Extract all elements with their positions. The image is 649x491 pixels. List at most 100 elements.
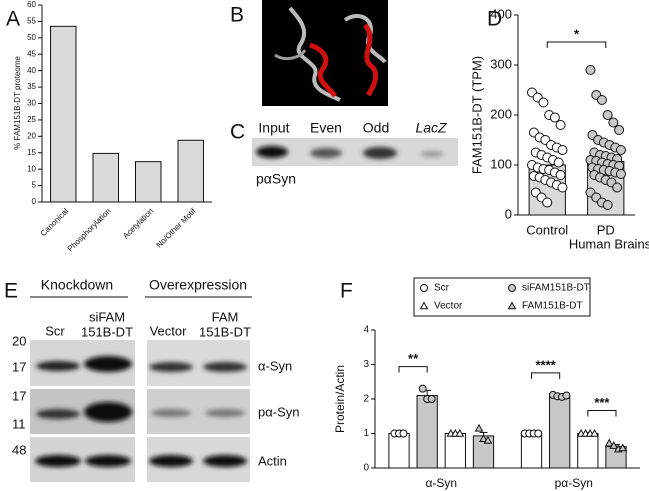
- data-point: [427, 395, 436, 403]
- data-point: [538, 97, 549, 108]
- legend-marker: [419, 301, 429, 310]
- mw-marker: 20: [12, 333, 26, 348]
- lane-label: LacZ: [415, 120, 447, 136]
- panel-label: E: [4, 280, 18, 303]
- bar: [388, 433, 410, 469]
- legend-label: Vector: [434, 301, 463, 312]
- blot-image: [252, 138, 458, 166]
- bar: [444, 433, 466, 469]
- mw-marker: 11: [12, 416, 26, 431]
- y-tick-label: 5: [32, 181, 37, 190]
- panel-label: A: [6, 8, 20, 31]
- bar: [50, 25, 77, 203]
- group-label: Overexpression: [149, 277, 247, 293]
- row-label: α-Syn: [258, 358, 292, 373]
- data-point: [609, 441, 619, 449]
- y-tick-label: 35: [27, 82, 36, 91]
- y-tick-label: 10: [27, 164, 36, 173]
- y-tick-label: 400: [490, 6, 512, 21]
- bar: [520, 433, 543, 469]
- significance-bracket: [531, 372, 561, 379]
- y-tick-label: 30: [27, 99, 36, 108]
- y-axis-label: % FAM151B-DT proteome: [13, 56, 22, 150]
- y-tick-label: 15: [27, 148, 36, 157]
- y-tick-label: 100: [490, 156, 512, 171]
- y-tick-label: 200: [490, 106, 512, 121]
- lane-label: 151B-DT: [81, 324, 133, 339]
- panel-label: D: [487, 8, 502, 31]
- y-tick-label: 0: [32, 197, 37, 206]
- significance-bracket: [587, 409, 617, 417]
- significance-label: ****: [535, 357, 556, 372]
- y-axis-label: Protein/Actin: [333, 365, 347, 433]
- significance-label: **: [408, 351, 419, 366]
- y-tick-label: 60: [27, 0, 36, 9]
- mw-marker: 17: [12, 388, 26, 403]
- x-tick-label: α-Syn: [425, 476, 457, 490]
- data-point: [418, 384, 427, 393]
- lane-label: Scr: [45, 323, 65, 338]
- mw-marker: 17: [12, 359, 26, 374]
- significance-bracket: [398, 366, 428, 373]
- data-point: [549, 112, 560, 123]
- data-point: [542, 197, 553, 208]
- data-point: [602, 110, 613, 120]
- data-point: [602, 200, 613, 210]
- y-tick-label: 20: [27, 131, 36, 140]
- data-point: [557, 145, 568, 155]
- legend-label: FAM151B-DT: [522, 301, 583, 312]
- lane-label: Input: [258, 120, 289, 136]
- data-point: [618, 443, 628, 452]
- y-tick-label: 25: [27, 115, 36, 124]
- bar: [92, 152, 119, 203]
- data-point: [615, 169, 626, 179]
- lane-label: Even: [310, 120, 342, 136]
- y-tick-label: 300: [490, 56, 512, 71]
- lane-label: Vector: [150, 323, 188, 338]
- data-point: [555, 170, 566, 180]
- y-tick-label: 40: [27, 66, 36, 75]
- bar: [135, 161, 162, 203]
- x-axis-label: Human Brains: [569, 236, 649, 251]
- y-axis-label: FAM151B-DT (TPM): [469, 56, 484, 174]
- legend-marker: [420, 284, 428, 292]
- significance-label: *: [574, 26, 580, 41]
- bar: [416, 395, 438, 469]
- row-label: Actin: [258, 453, 287, 468]
- panel-label: B: [230, 4, 244, 27]
- data-point: [590, 428, 599, 437]
- data-point: [455, 428, 465, 437]
- data-point: [585, 65, 596, 75]
- x-tick-label: Acetylation: [121, 207, 155, 241]
- legend-label: Scr: [434, 283, 450, 294]
- lane-label: FAM: [212, 309, 239, 324]
- legend-marker: [507, 301, 517, 310]
- significance-label: ***: [594, 395, 610, 410]
- data-point: [474, 423, 484, 432]
- legend-label: siFAM151B-DT: [522, 283, 590, 294]
- data-point: [612, 182, 623, 193]
- group-label: Knockdown: [41, 277, 113, 293]
- bar: [577, 433, 599, 469]
- x-tick-label: PD: [597, 222, 615, 237]
- x-tick-label: pα-Syn: [555, 476, 593, 490]
- blot-image: [30, 340, 250, 482]
- y-tick-label: 50: [27, 33, 36, 42]
- data-point: [483, 435, 493, 444]
- panel-label: F: [340, 280, 353, 303]
- legend-box: [413, 277, 591, 317]
- data-point: [534, 429, 543, 438]
- data-point: [604, 438, 614, 447]
- lane-label: siFAM: [89, 309, 125, 324]
- legend-marker: [508, 284, 516, 292]
- data-point: [399, 429, 408, 438]
- y-tick-label: 2: [363, 394, 369, 405]
- y-tick-label: 45: [27, 49, 36, 58]
- structure-image: [262, 0, 388, 106]
- data-point: [479, 434, 488, 442]
- mw-marker: 48: [12, 442, 26, 457]
- x-tick-label: Control: [526, 222, 568, 237]
- y-tick-label: 0: [363, 463, 369, 474]
- y-tick-label: 1: [363, 428, 369, 439]
